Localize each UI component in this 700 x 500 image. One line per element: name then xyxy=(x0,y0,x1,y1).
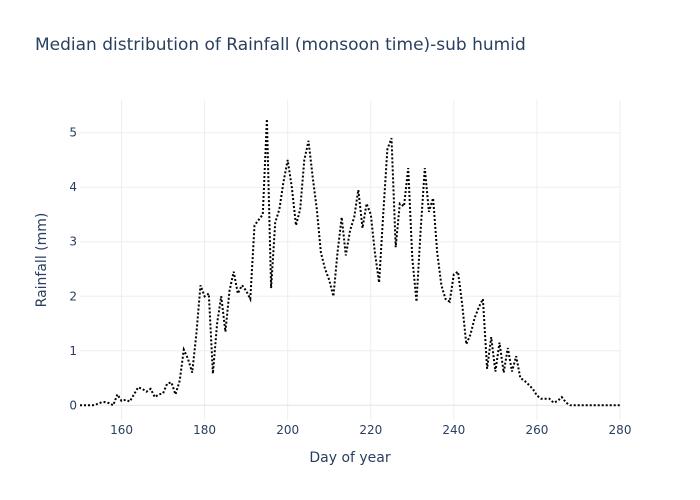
x-axis-title: Day of year xyxy=(309,450,391,466)
x-tick-label: 280 xyxy=(609,423,632,437)
grid-lines xyxy=(80,100,621,420)
x-tick-label: 260 xyxy=(525,423,548,437)
y-tick-label: 2 xyxy=(69,289,77,303)
chart-title: Median distribution of Rainfall (monsoon… xyxy=(35,35,526,55)
y-tick-label: 5 xyxy=(69,126,77,140)
x-tick-label: 220 xyxy=(359,423,382,437)
tick-labels: 160 180 200 220 240 260 280 0 1 2 3 4 5 xyxy=(69,126,631,437)
x-tick-label: 180 xyxy=(193,423,216,437)
x-tick-label: 160 xyxy=(110,423,133,437)
y-tick-label: 1 xyxy=(69,344,77,358)
y-tick-label: 3 xyxy=(69,235,77,249)
x-tick-label: 240 xyxy=(442,423,465,437)
series-layer xyxy=(80,119,620,407)
y-axis-title: Rainfall (mm) xyxy=(34,213,50,308)
rainfall-series-line xyxy=(80,119,620,407)
x-tick-label: 200 xyxy=(276,423,299,437)
y-tick-label: 4 xyxy=(69,180,77,194)
y-tick-label: 0 xyxy=(69,398,77,412)
